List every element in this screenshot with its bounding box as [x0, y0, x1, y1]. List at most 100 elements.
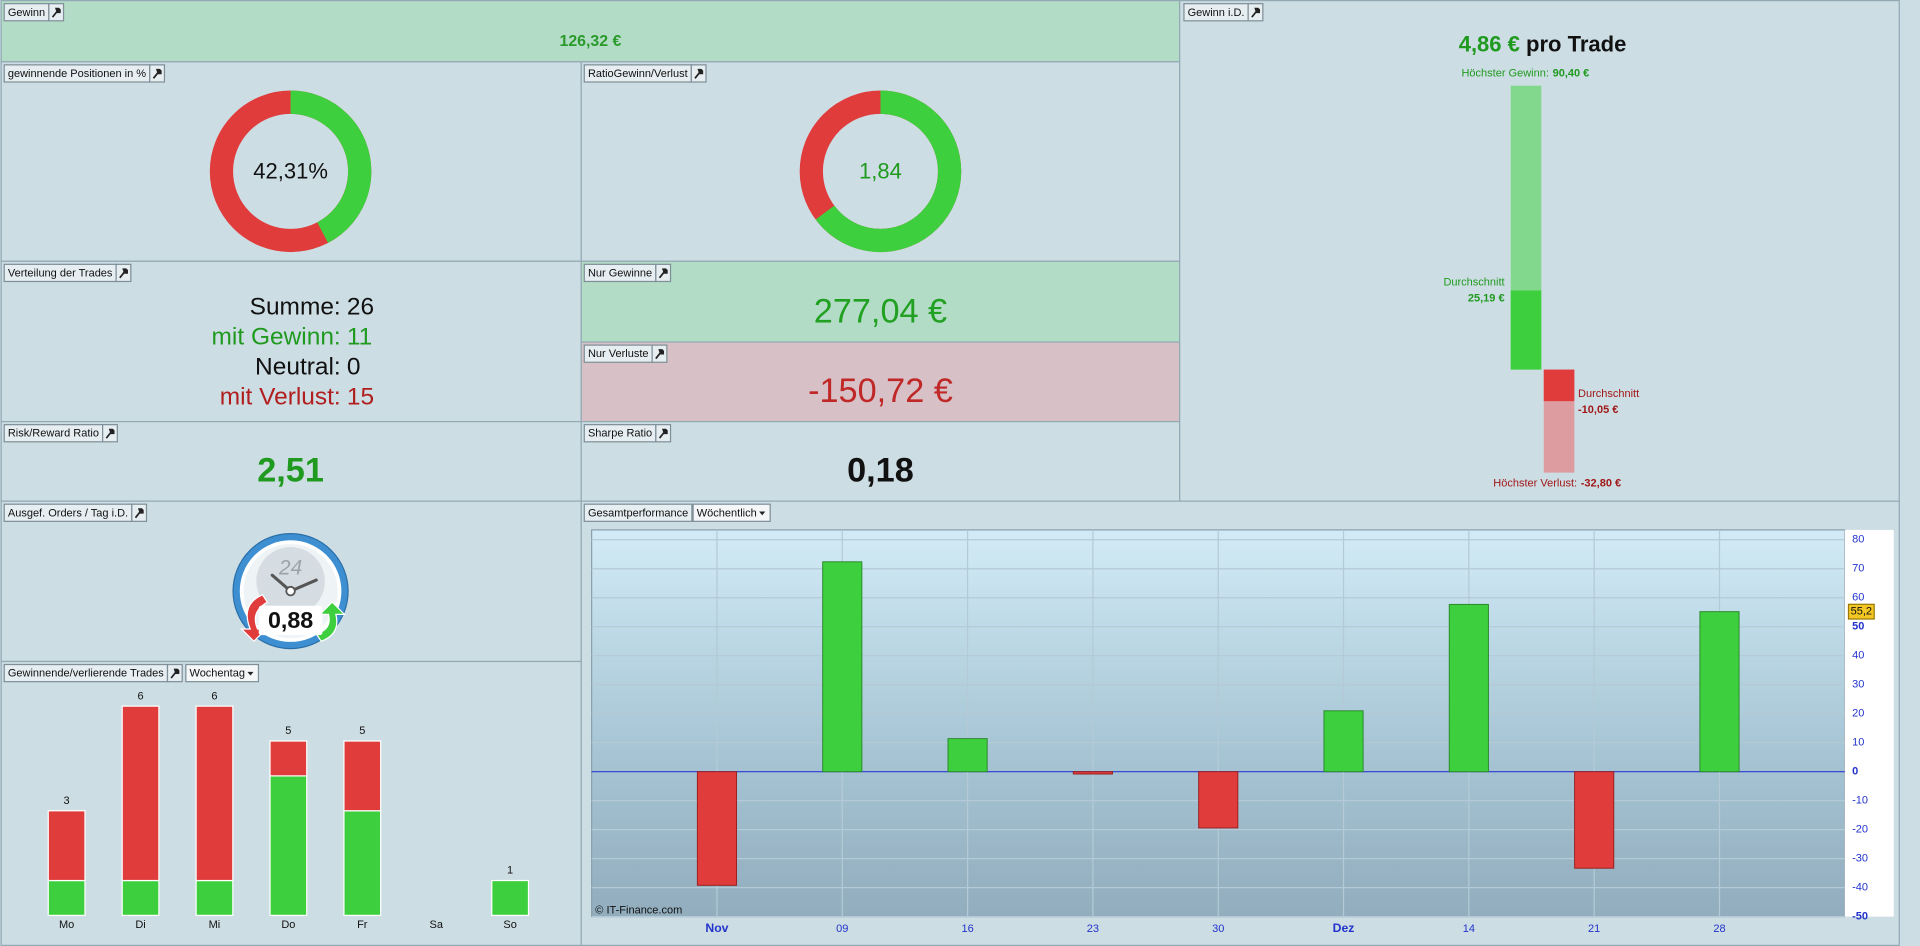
wrench-icon[interactable] — [658, 428, 668, 439]
risk-reward-value: 2,51 — [257, 451, 324, 489]
wrench-icon[interactable] — [134, 508, 144, 519]
row-value: 0 — [347, 354, 361, 381]
dropdown-label[interactable]: Wöchentlich — [697, 507, 757, 519]
weekday-bar — [47, 879, 86, 917]
weekday-bar — [195, 879, 234, 917]
tab-label: Gewinn — [8, 7, 45, 19]
wrench-icon[interactable] — [1251, 7, 1261, 18]
y-tick-label: 20 — [1852, 708, 1864, 720]
wrench-button[interactable] — [48, 3, 65, 22]
panel-tab: Nur Verluste — [583, 344, 668, 363]
avg-gain-label: Durchschnitt — [1443, 277, 1504, 289]
x-tick-label: Di — [135, 919, 145, 931]
dropdown-box[interactable] — [692, 503, 771, 522]
label-text: Höchster Gewinn: — [1461, 67, 1548, 79]
weekday-total-label: 5 — [285, 725, 291, 737]
y-tick-label: -50 — [1852, 911, 1868, 923]
performance-bar — [1574, 771, 1615, 869]
row-value: 26 — [347, 294, 374, 321]
dropdown-box[interactable] — [185, 663, 260, 683]
per-trade-title: 4,86 € pro Trade — [1459, 31, 1627, 56]
row-value: 11 — [347, 324, 372, 351]
wrench-icon[interactable] — [119, 268, 129, 279]
panel — [580, 420, 1181, 502]
donut-segment — [799, 90, 962, 253]
last-value-marker — [1847, 603, 1875, 620]
x-tick-label: So — [503, 919, 516, 931]
performance-bar — [1448, 603, 1489, 773]
wrench-button[interactable] — [1247, 3, 1264, 22]
tab-label: Verteilung der Trades — [8, 267, 113, 279]
panel — [580, 260, 1181, 343]
wrench-button[interactable] — [690, 64, 707, 83]
dropdown-arrow[interactable] — [759, 511, 766, 516]
x-tick-label: 14 — [1463, 923, 1475, 935]
tab-label: gewinnende Positionen in % — [8, 68, 146, 80]
y-tick-label: -10 — [1852, 795, 1868, 807]
wrench-icon[interactable] — [105, 428, 115, 439]
x-tick-label: Nov — [705, 921, 728, 935]
wrench-icon[interactable] — [694, 68, 704, 79]
dropdown[interactable]: Wochentag — [185, 663, 260, 683]
row-label: Neutral: — [255, 354, 341, 381]
wrench-button[interactable] — [655, 263, 672, 283]
tab-label: Sharpe Ratio — [588, 428, 652, 440]
wrench-icon[interactable] — [658, 268, 668, 279]
orders-value: 0,88 — [268, 607, 313, 633]
panel-tab: Sharpe Ratio — [583, 424, 672, 443]
wrench-button[interactable] — [655, 424, 672, 443]
weekday-bar — [195, 705, 234, 882]
weekday-bar — [269, 775, 308, 917]
y-tick-label: 10 — [1852, 737, 1864, 749]
panel-tab: Gewinnende/verlierende Trades — [3, 663, 183, 683]
axis-strip — [1844, 529, 1894, 917]
gains-value: 277,04 € — [814, 292, 947, 330]
y-tick-label: 50 — [1852, 621, 1864, 633]
donut-segment — [209, 90, 372, 253]
y-tick-label: 60 — [1852, 592, 1864, 604]
row-label: mit Verlust: — [220, 384, 341, 411]
distribution-row: Summe: 26 — [250, 294, 374, 321]
donut-label: 42,31% — [253, 158, 328, 183]
per-trade-value: 4,86 € — [1459, 31, 1520, 56]
x-tick-label: 09 — [836, 923, 848, 935]
clock-face — [256, 547, 325, 616]
tab-label: Gewinn i.D. — [1188, 7, 1245, 19]
tab-label: Ausgef. Orders / Tag i.D. — [8, 507, 128, 519]
wrench-button[interactable] — [166, 663, 183, 683]
wrench-icon[interactable] — [51, 7, 61, 18]
weekday-total-label: 6 — [211, 690, 217, 702]
wrench-button[interactable] — [131, 503, 148, 522]
dropdown-label[interactable]: Wochentag — [190, 668, 245, 680]
panel-tab: RatioGewinn/Verlust — [583, 64, 707, 83]
value-box — [258, 605, 323, 636]
weekday-total-label: 1 — [507, 865, 513, 877]
panel — [0, 0, 1181, 63]
wrench-button[interactable] — [115, 263, 132, 283]
label-value: 90,40 € — [1553, 67, 1590, 79]
wrench-button[interactable] — [102, 424, 118, 443]
panel-tab: Verteilung der Trades — [3, 263, 132, 283]
weekday-total-label: 6 — [137, 690, 143, 702]
wrench-button[interactable] — [149, 64, 166, 83]
x-tick-label: Do — [281, 919, 295, 931]
panel-tab: Gewinn — [3, 3, 65, 22]
wrench-icon[interactable] — [152, 68, 162, 79]
y-tick-label: 80 — [1852, 534, 1864, 546]
last-value-label: 55,2 — [1851, 606, 1872, 618]
dropdown-arrow[interactable] — [247, 671, 254, 676]
tab-box — [583, 503, 693, 522]
weekday-bar — [343, 740, 382, 812]
x-tick-label: 28 — [1713, 923, 1725, 935]
wrench-button[interactable] — [651, 344, 668, 363]
x-tick-label: 16 — [961, 923, 973, 935]
x-tick-label: Mi — [209, 919, 221, 931]
performance-bar — [947, 738, 988, 773]
wrench-icon[interactable] — [170, 668, 180, 679]
sharpe-value: 0,18 — [847, 451, 914, 489]
dropdown[interactable]: Wöchentlich — [692, 503, 771, 522]
panel-tab: Ausgef. Orders / Tag i.D. — [3, 503, 148, 522]
y-tick-label: -30 — [1852, 853, 1868, 865]
distribution-row: Neutral: 0 — [255, 354, 360, 381]
wrench-icon[interactable] — [655, 349, 665, 360]
